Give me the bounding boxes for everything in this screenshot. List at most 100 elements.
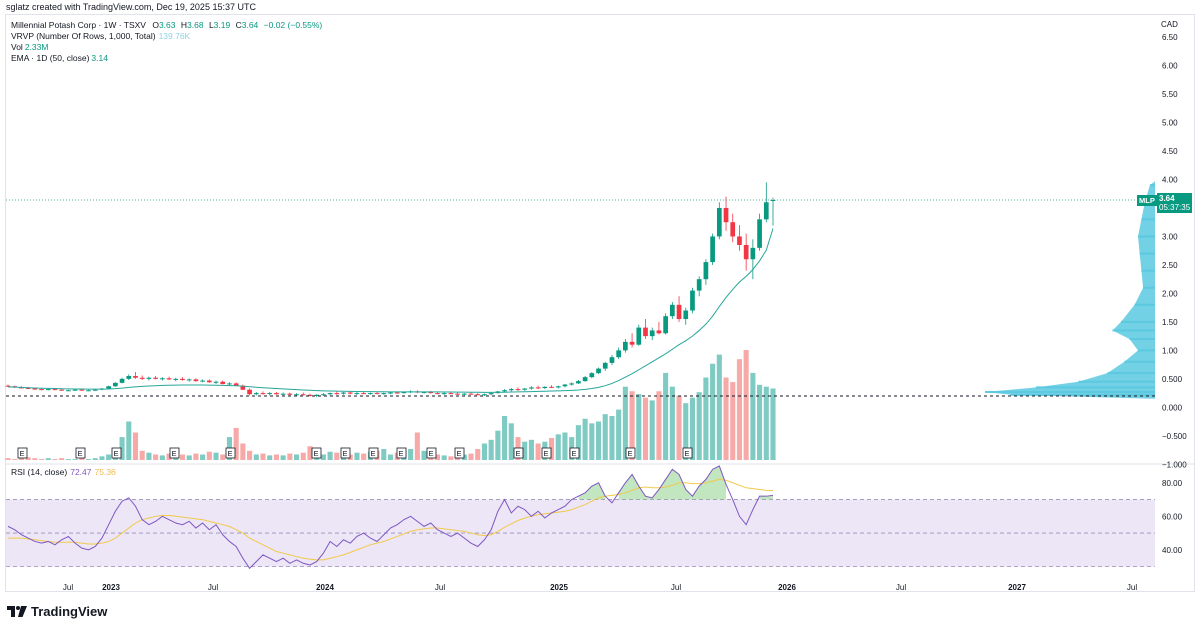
candle-body — [488, 393, 494, 395]
vrvp-row — [1138, 349, 1155, 352]
candle-body — [5, 385, 11, 387]
volume-bar — [146, 452, 152, 460]
candle-body — [52, 389, 58, 391]
low-value: 3.19 — [213, 20, 231, 30]
candle-body — [394, 392, 400, 394]
vol-label: Vol — [11, 42, 23, 52]
vrvp-row — [1143, 286, 1155, 289]
ema-legend[interactable]: EMA · 1D (50, close) 3.14 — [11, 53, 108, 63]
candle-body — [428, 391, 434, 394]
candle-body — [656, 330, 662, 334]
candle-body — [193, 379, 199, 382]
price-tick-label: 4.00 — [1162, 175, 1178, 184]
volume-bar — [307, 446, 313, 460]
candle-body — [92, 389, 98, 391]
time-tick-label: Jul — [435, 583, 445, 592]
earnings-marker-letter: E — [685, 449, 690, 458]
symbol-legend[interactable]: Millennial Potash Corp · 1W · TSXV O3.63… — [11, 20, 322, 30]
vol-legend[interactable]: Vol 2.33M — [11, 42, 48, 52]
vrvp-histogram — [985, 181, 1155, 399]
earnings-marker — [111, 447, 122, 459]
volume-bar — [267, 455, 273, 460]
vrvp-legend[interactable]: VRVP (Number Of Rows, 1,000, Total) 139.7… — [11, 31, 190, 41]
rsi-overbought-fill — [618, 466, 727, 500]
candle-body — [455, 393, 460, 395]
volume-bar — [334, 452, 340, 460]
volume-bar — [79, 458, 85, 460]
candle-body — [596, 368, 601, 374]
candle-body — [663, 316, 668, 334]
volume-bar — [387, 454, 394, 460]
earnings-marker — [625, 447, 636, 459]
volume-bar — [233, 427, 239, 460]
candle-body — [609, 357, 615, 363]
candle-body — [616, 350, 622, 358]
volume-bar — [414, 432, 420, 460]
candle-body — [139, 377, 145, 379]
volume-bar — [240, 443, 246, 460]
candle-body — [300, 394, 306, 396]
candle-body — [388, 392, 393, 394]
volume-bar — [649, 400, 655, 460]
currency-label[interactable]: CAD — [1161, 20, 1178, 29]
candle-body — [374, 393, 380, 395]
candle-body — [649, 330, 655, 337]
candle-body — [347, 392, 353, 394]
candle-body — [502, 390, 507, 392]
volume-bar — [475, 449, 481, 460]
candle-body — [260, 393, 266, 395]
price-tick-label: 2.00 — [1162, 289, 1178, 298]
volume-bar — [602, 414, 608, 460]
vrvp-row — [1141, 218, 1155, 221]
candle-body — [522, 388, 528, 390]
volume-bar — [253, 454, 259, 460]
time-tick-label: Jul — [63, 583, 73, 592]
brand-name: TradingView — [31, 604, 108, 619]
rsi-overbought-fill — [578, 482, 606, 500]
time-tick-label: 2023 — [102, 583, 120, 592]
candle-body — [200, 380, 205, 382]
volume-bar — [260, 453, 266, 460]
bar-countdown: 05:37:35 — [1159, 203, 1191, 212]
earnings-marker — [225, 447, 236, 459]
time-tick-label: Jul — [208, 583, 218, 592]
volume-bar — [92, 458, 98, 460]
volume-bar — [582, 418, 588, 460]
candle-body — [287, 393, 293, 395]
earnings-marker — [541, 447, 552, 459]
candle-body — [307, 394, 313, 396]
volume-bar — [327, 451, 333, 460]
volume-bar — [52, 459, 58, 460]
vrvp-row — [1134, 303, 1155, 306]
volume-bar — [280, 455, 286, 460]
time-axis: Jul 2023 Jul 2024 Jul 2025 Jul 2026 Jul 2027 Jul — [63, 583, 1137, 592]
volume-bar — [166, 453, 172, 460]
volume-bar — [247, 450, 253, 460]
vrvp-row — [1141, 269, 1155, 272]
earnings-marker-letter: E — [572, 449, 577, 458]
volume-bar — [689, 397, 696, 460]
volume-bar — [535, 443, 541, 460]
volume-bar — [448, 456, 454, 460]
vrvp-row — [1036, 386, 1155, 389]
volume-bar — [186, 455, 192, 460]
earnings-marker — [426, 447, 437, 459]
vol-value: 2.33M — [24, 42, 49, 52]
earnings-marker — [682, 447, 693, 459]
volume-bar — [45, 458, 51, 460]
candle-body — [79, 389, 85, 391]
candle-body — [213, 381, 219, 383]
brand[interactable]: TradingView — [7, 604, 107, 619]
earnings-marker-letter: E — [20, 449, 25, 458]
candle-body — [401, 391, 407, 394]
candle-body — [475, 394, 481, 396]
rsi-legend[interactable]: RSI (14, close) 72.47 75.36 — [11, 467, 116, 477]
candle-body — [562, 384, 568, 387]
vrvp-row — [1138, 235, 1155, 238]
price-tick-label: 6.50 — [1162, 33, 1178, 42]
low-label: L — [208, 20, 214, 30]
volume-bar — [528, 439, 534, 460]
time-tick-label: Jul — [671, 583, 681, 592]
